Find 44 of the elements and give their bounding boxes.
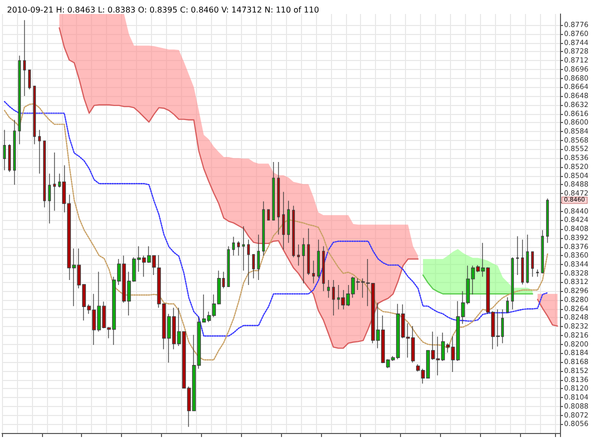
candlestick <box>232 236 235 256</box>
chart-title: 2010-09-21 H: 0.8463 L: 0.8383 O: 0.8395 C: 0.8460 V: 147312 N: 110 of 110 <box>7 6 320 14</box>
candlestick <box>516 236 519 276</box>
candlestick <box>322 246 325 292</box>
candlestick <box>526 234 529 284</box>
candlestick <box>247 239 250 286</box>
candlestick <box>8 144 11 172</box>
candlestick <box>3 129 6 171</box>
candlestick <box>541 230 544 274</box>
candlestick <box>267 209 270 221</box>
candlestick <box>546 198 549 244</box>
candlestick <box>531 251 534 278</box>
candlestick <box>292 205 295 258</box>
candlestick <box>307 228 310 276</box>
candlestick <box>327 280 330 298</box>
candlestick <box>33 86 36 145</box>
candlestick <box>317 239 320 278</box>
candlestick <box>312 260 315 284</box>
candlestick <box>302 238 305 284</box>
candlestick <box>38 129 41 174</box>
candlestick <box>332 280 335 316</box>
candlestick <box>262 200 265 256</box>
candlestick <box>297 244 300 266</box>
candlestick <box>287 200 290 244</box>
candlestick <box>23 20 26 96</box>
candlestick <box>48 173 51 224</box>
candlestick <box>511 256 514 310</box>
line-series <box>422 274 534 294</box>
candlestick <box>28 70 31 90</box>
candlestick <box>227 246 230 288</box>
candlestick <box>242 226 245 271</box>
candlestick <box>257 234 260 280</box>
candlestick <box>277 162 280 235</box>
candlestick <box>506 296 509 314</box>
candlestick <box>272 162 275 221</box>
candlestick <box>53 152 56 212</box>
candlestick <box>237 240 240 256</box>
candlestick <box>13 120 16 186</box>
candlestick <box>536 269 539 278</box>
candlestick <box>252 254 255 279</box>
candlestick <box>282 192 285 250</box>
candlestick <box>18 55 21 145</box>
candlestick <box>43 140 46 208</box>
candlestick <box>521 239 524 285</box>
